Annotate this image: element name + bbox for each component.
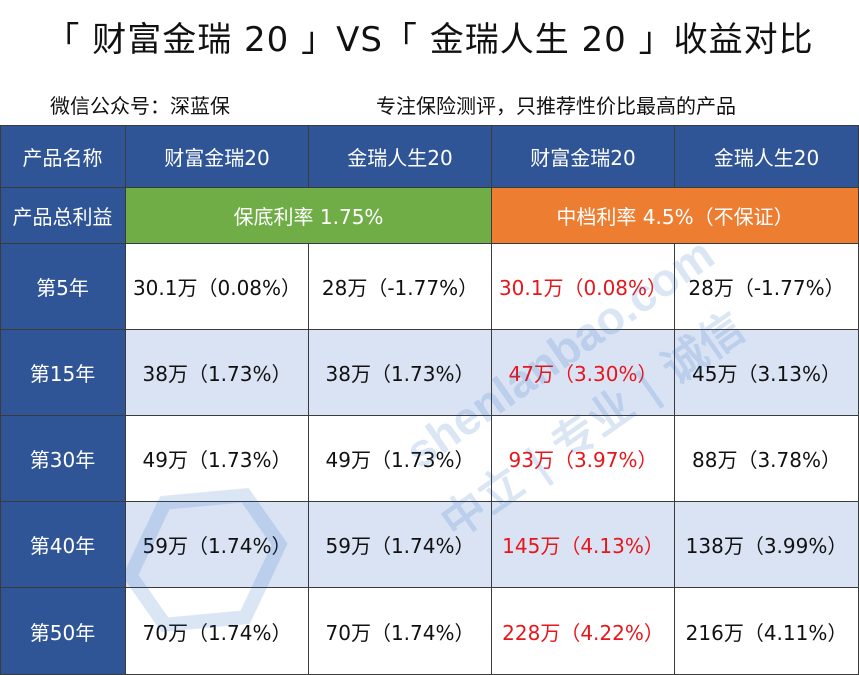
table-cell: 30.1万（0.08%） bbox=[126, 244, 309, 330]
header-product-3: 财富金瑞20 bbox=[492, 125, 675, 188]
year-label: 第30年 bbox=[0, 416, 126, 502]
header-product-name: 产品名称 bbox=[0, 125, 126, 188]
table-cell: 138万（3.99%） bbox=[675, 502, 859, 588]
year-label: 第15年 bbox=[0, 330, 126, 416]
table-cell: 45万（3.13%） bbox=[675, 330, 859, 416]
rate-guaranteed: 保底利率 1.75% bbox=[126, 188, 492, 244]
year-label: 第40年 bbox=[0, 502, 126, 588]
table-cell: 59万（1.74%） bbox=[309, 502, 492, 588]
table-cell-highlight: 228万（4.22%） bbox=[492, 588, 675, 675]
page-title: 「 财富金瑞 20 」VS「 金瑞人生 20 」收益对比 bbox=[45, 20, 814, 60]
header-product-2: 金瑞人生20 bbox=[309, 125, 492, 188]
table-cell: 38万（1.73%） bbox=[126, 330, 309, 416]
table-cell: 28万（-1.77%） bbox=[309, 244, 492, 330]
table-cell-highlight: 145万（4.13%） bbox=[492, 502, 675, 588]
subtitle-slogan: 专注保险测评，只推荐性价比最高的产品 bbox=[376, 94, 736, 118]
rate-row-label: 产品总利益 bbox=[0, 188, 126, 244]
table-cell: 49万（1.73%） bbox=[126, 416, 309, 502]
table-cell-highlight: 93万（3.97%） bbox=[492, 416, 675, 502]
table-cell-highlight: 47万（3.30%） bbox=[492, 330, 675, 416]
table-cell-highlight: 30.1万（0.08%） bbox=[492, 244, 675, 330]
table-cell: 70万（1.74%） bbox=[126, 588, 309, 675]
header-product-4: 金瑞人生20 bbox=[675, 125, 859, 188]
table-cell: 216万（4.11%） bbox=[675, 588, 859, 675]
comparison-table: 产品名称 财富金瑞20 金瑞人生20 财富金瑞20 金瑞人生20 产品总利益 保… bbox=[0, 125, 859, 675]
year-label: 第50年 bbox=[0, 588, 126, 675]
header-product-1: 财富金瑞20 bbox=[126, 125, 309, 188]
year-label: 第5年 bbox=[0, 244, 126, 330]
table-cell: 88万（3.78%） bbox=[675, 416, 859, 502]
rate-medium: 中档利率 4.5%（不保证） bbox=[492, 188, 859, 244]
table-cell: 70万（1.74%） bbox=[309, 588, 492, 675]
table-cell: 49万（1.73%） bbox=[309, 416, 492, 502]
subtitle-account: 微信公众号：深蓝保 bbox=[50, 94, 230, 118]
table-cell: 28万（-1.77%） bbox=[675, 244, 859, 330]
table-cell: 59万（1.74%） bbox=[126, 502, 309, 588]
table-cell: 38万（1.73%） bbox=[309, 330, 492, 416]
